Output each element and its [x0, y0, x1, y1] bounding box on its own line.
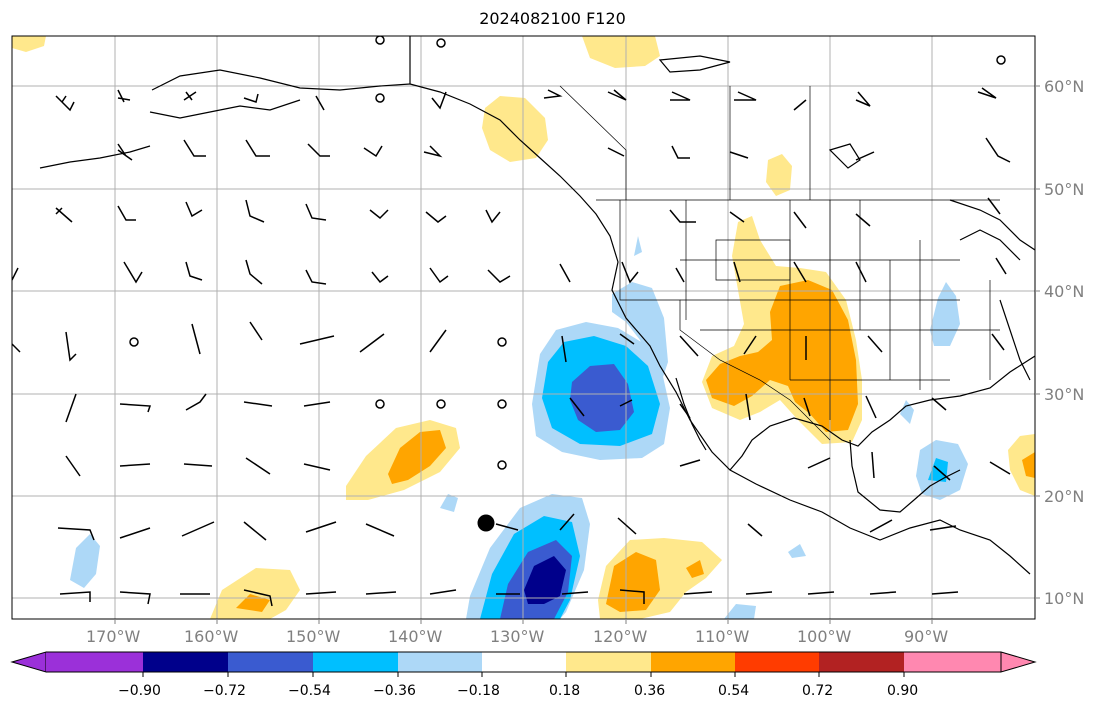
colorbar-bin [566, 652, 651, 672]
negative-anomaly-area [524, 556, 566, 604]
lon-label: 160°W [184, 627, 239, 646]
wind-barbs [12, 87, 1011, 607]
colorbar-extend-max [1000, 651, 1037, 673]
lon-label: 100°W [797, 627, 852, 646]
lat-label: 30°N [1044, 385, 1085, 404]
political-borders [559, 85, 1000, 441]
positive-anomaly-area [482, 96, 548, 162]
colorbar-tick-label: −0.90 [118, 683, 161, 699]
coastlines [39, 36, 1035, 575]
negative-anomaly-area [570, 364, 634, 432]
colorbar-bin [904, 652, 1001, 672]
colorbar [10, 651, 1037, 677]
positive-anomaly-area [210, 568, 300, 619]
colorbar-tick-label: 0.90 [887, 683, 919, 699]
positive-anomaly-area [766, 154, 792, 196]
negative-anomaly-area [724, 604, 756, 619]
positive-anomaly-area [686, 560, 704, 578]
colorbar-tick-label: 0.72 [802, 683, 834, 699]
negative-anomaly-area [788, 544, 806, 558]
positive-anomaly-area [1022, 452, 1035, 478]
lon-label: 130°W [490, 627, 545, 646]
lat-label: 40°N [1044, 282, 1085, 301]
colorbar-bin [735, 652, 819, 672]
colorbar-bin [228, 652, 313, 672]
calm-wind-circles [129, 36, 1006, 470]
lon-label: 110°W [695, 627, 750, 646]
positive-anomaly-area [388, 430, 446, 484]
colorbar-tick-label: −0.36 [373, 683, 416, 699]
lon-label: 90°W [904, 627, 949, 646]
map-panel [12, 36, 1035, 619]
colorbar-bin [143, 652, 228, 672]
lat-ticks [1035, 85, 1040, 599]
negative-anomaly-area [70, 534, 100, 588]
lon-label: 120°W [593, 627, 648, 646]
lat-label: 20°N [1044, 487, 1085, 506]
storm-center-marker [477, 514, 495, 532]
colorbar-bin [46, 652, 143, 672]
negative-anomaly-area [634, 236, 642, 256]
positive-anomaly-area [1008, 434, 1035, 496]
colorbar-bin [398, 652, 482, 672]
colorbar-tick-label: −0.72 [203, 683, 246, 699]
positive-anomaly-area [606, 552, 660, 612]
negative-anomaly-area [440, 494, 458, 512]
colorbar-extend-min [10, 651, 47, 673]
colorbar-bin [482, 652, 566, 672]
negative-anomaly-area [900, 400, 914, 424]
map-title: 2024082100 F120 [479, 9, 626, 28]
colorbar-bin [819, 652, 904, 672]
colorbar-tick-label: −0.18 [457, 683, 500, 699]
colorbar-bin [651, 652, 735, 672]
colorbar-bin [313, 652, 398, 672]
colorbar-tick-label: −0.54 [288, 683, 331, 699]
lat-label: 10°N [1044, 589, 1085, 608]
colorbar-tick-label: 0.36 [634, 683, 666, 699]
lon-label: 150°W [286, 627, 341, 646]
positive-anomaly-area [582, 36, 660, 68]
colorbar-tick-label: 0.54 [718, 683, 750, 699]
lat-label: 60°N [1044, 77, 1085, 96]
lon-ticks [114, 619, 933, 624]
positive-anomaly-area [12, 36, 46, 52]
colorbar-tick-label: 0.18 [549, 683, 581, 699]
lon-label: 140°W [388, 627, 443, 646]
lat-label: 50°N [1044, 180, 1085, 199]
lon-label: 170°W [86, 627, 141, 646]
